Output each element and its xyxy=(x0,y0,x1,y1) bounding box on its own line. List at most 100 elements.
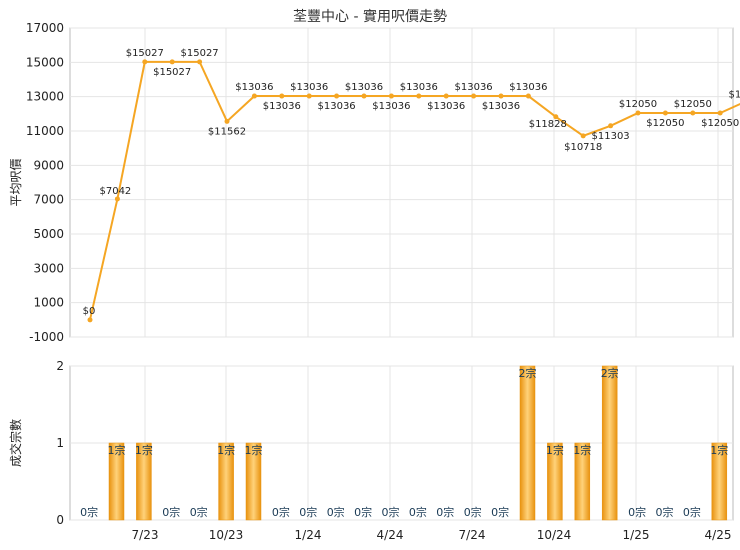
price-point xyxy=(690,110,696,116)
price-point xyxy=(608,123,614,129)
transaction-bar xyxy=(108,442,125,521)
price-point xyxy=(142,59,148,65)
y-tick-label: 5000 xyxy=(33,227,64,241)
y-tick-label: 9000 xyxy=(33,158,64,172)
price-data-label: $12050 xyxy=(674,99,712,110)
bar-data-label: 1宗 xyxy=(108,443,126,457)
price-point xyxy=(717,110,723,116)
price-data-label: $13036 xyxy=(455,82,493,93)
x-tick-label: 1/25 xyxy=(623,528,650,542)
bar-data-label: 0宗 xyxy=(656,505,674,519)
transaction-bar xyxy=(519,365,536,521)
price-data-label: $13036 xyxy=(263,101,301,112)
price-data-label: $13036 xyxy=(400,82,438,93)
bar-data-label: 0宗 xyxy=(683,505,701,519)
price-data-label: $10718 xyxy=(564,142,602,153)
bar-data-label: 1宗 xyxy=(573,443,591,457)
bar-data-label: 1宗 xyxy=(710,443,728,457)
y-tick-label: 3000 xyxy=(33,261,64,275)
price-point xyxy=(87,317,93,323)
transaction-bar-chart: 0 1 2 7/23 10/23 1/24 4/24 7/24 10/24 1/25 4/25 成交宗… xyxy=(8,359,734,542)
y-tick-label: 13000 xyxy=(26,90,64,104)
price-data-label: $13036 xyxy=(290,82,328,93)
price-point xyxy=(334,93,340,99)
bar-y-tick-label: 1 xyxy=(56,436,64,450)
bar-data-label: 0宗 xyxy=(162,505,180,519)
x-tick-label: 7/23 xyxy=(132,528,159,542)
bar-data-label: 1宗 xyxy=(546,443,564,457)
price-point xyxy=(306,93,312,99)
price-data-label: $13036 xyxy=(318,101,356,112)
bar-data-label: 1宗 xyxy=(217,443,235,457)
price-point xyxy=(525,93,531,99)
price-data-label: $12050 xyxy=(701,118,739,129)
price-data-label: $13036 xyxy=(235,82,273,93)
price-point xyxy=(251,93,257,99)
price-data-label: $13036 xyxy=(509,82,547,93)
bar-data-label: 0宗 xyxy=(327,505,345,519)
price-data-label: $0 xyxy=(83,306,96,317)
price-data-label: $13036 xyxy=(482,101,520,112)
price-data-label: $7042 xyxy=(99,186,131,197)
transaction-bar xyxy=(711,442,728,521)
price-data-label: $13036 xyxy=(345,82,383,93)
price-point xyxy=(580,133,586,139)
bar-data-label: 0宗 xyxy=(464,505,482,519)
bar-data-label: 0宗 xyxy=(628,505,646,519)
bar-data-label: 0宗 xyxy=(299,505,317,519)
transaction-bar xyxy=(245,442,262,521)
price-point xyxy=(635,110,641,116)
price-data-label: $13036 xyxy=(372,101,410,112)
bar-data-label: 0宗 xyxy=(272,505,290,519)
price-data-label: $13036 xyxy=(427,101,465,112)
bar-data-label: 0宗 xyxy=(409,505,427,519)
bar-data-label: 0宗 xyxy=(436,505,454,519)
x-tick-label: 10/24 xyxy=(537,528,572,542)
price-point xyxy=(169,59,175,65)
bar-data-label: 2宗 xyxy=(601,366,619,380)
y-tick-label: 15000 xyxy=(26,55,64,69)
bar-data-label: 0宗 xyxy=(190,505,208,519)
price-point xyxy=(443,93,449,99)
bar-data-label: 0宗 xyxy=(491,505,509,519)
price-point xyxy=(224,118,230,124)
price-point xyxy=(416,93,422,99)
bar-data-label: 0宗 xyxy=(354,505,372,519)
y-axis-label: 平均呎價 xyxy=(9,158,23,206)
y-tick-label: 11000 xyxy=(26,124,64,138)
x-tick-label: 10/23 xyxy=(209,528,244,542)
bar-y-tick-label: 0 xyxy=(56,513,64,527)
bar-data-label: 0宗 xyxy=(80,505,98,519)
bar-data-label: 1宗 xyxy=(245,443,263,457)
price-line-chart: -1000 1000 3000 5000 7000 9000 11000 13000 15000… xyxy=(9,21,740,344)
x-tick-label: 4/25 xyxy=(705,528,732,542)
y-tick-label: -1000 xyxy=(29,330,64,344)
price-point xyxy=(553,114,559,120)
price-point xyxy=(361,93,367,99)
price-data-label: $15027 xyxy=(153,67,191,78)
price-point xyxy=(114,196,120,202)
transaction-bar xyxy=(547,442,563,521)
plot-area xyxy=(69,27,734,338)
price-point xyxy=(197,59,203,65)
price-point xyxy=(662,110,668,116)
price-point xyxy=(498,93,504,99)
x-tick-label: 4/24 xyxy=(377,528,404,542)
bar-y-tick-label: 2 xyxy=(56,359,64,373)
y-tick-label: 1000 xyxy=(33,296,64,310)
transaction-bar xyxy=(601,365,618,521)
bar-data-label: 2宗 xyxy=(519,366,537,380)
transaction-bar xyxy=(574,442,591,521)
bar-data-label: 0宗 xyxy=(382,505,400,519)
price-data-label: $15027 xyxy=(181,48,219,59)
price-point xyxy=(471,93,477,99)
bar-data-label: 1宗 xyxy=(135,443,153,457)
y-tick-label: 17000 xyxy=(26,21,64,35)
y-tick-label: 7000 xyxy=(33,193,64,207)
x-tick-label: 1/24 xyxy=(295,528,322,542)
price-data-label: $12050 xyxy=(646,118,684,129)
price-data-label: $11303 xyxy=(592,131,630,142)
transaction-bar xyxy=(136,442,152,521)
